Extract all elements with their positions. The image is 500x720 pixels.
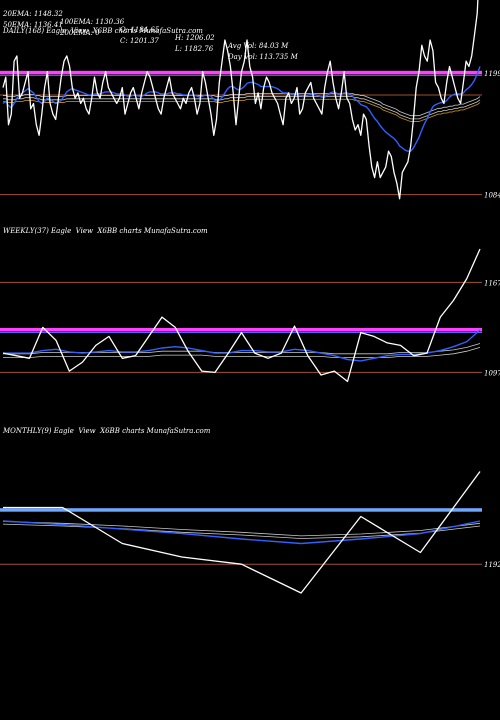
header-low: L: 1182.76 [175,45,214,53]
header-day-vol: Day Vol: 113.735 M [228,53,298,61]
daily-ema-slow-lower-line [3,96,481,120]
daily-tick-label-1: 1084 [484,192,500,200]
daily-ema-brown-line [3,98,481,122]
header-ema50: 50EMA: 1136.41 [3,21,63,29]
weekly-panel-label: WEEKLY(37) Eagle View X6BB charts Munafa… [3,227,208,235]
monthly-panel-label: MONTHLY(9) Eagle View X6BB charts Munafa… [3,427,211,435]
weekly-ema-slow-lower-line [3,347,481,359]
weekly-price-line [2,248,481,383]
header-ema20: 20EMA: 1148.32 [3,10,63,18]
header-row-2: 50EMA: 1136.41 200EMA: 0 C: 1201.37 L: 1… [3,13,298,61]
header-ema100: 100EMA: 1130.36 [60,18,125,26]
daily-ema-slow-upper-line [3,93,481,117]
daily-price-line [2,0,479,200]
daily-tick-label-0: 1199 [484,70,500,78]
monthly-ema-slow-lower-line [2,523,481,539]
header-avg-vol: Avg Vol: 84.03 M [228,42,289,50]
monthly-blue-band [0,508,482,512]
weekly-ema-fast-line [3,329,481,362]
header-row-1: 20EMA: 1148.32 100EMA: 1130.36 O: 1184.6… [3,2,288,50]
monthly-ema-fast-line [2,520,481,545]
monthly-ema-slow-upper-line [2,521,481,537]
weekly-magenta-band [0,328,482,332]
daily-panel-label: DAILY(168) Eagle View X6BB charts Munafa… [3,27,203,35]
weekly-tick-label-0: 1167 [484,279,500,287]
daily-ema-fast-line [2,66,481,152]
header-close: C: 1201.37 [120,37,159,45]
header-ema200: 200EMA: 0 [60,29,100,37]
monthly-price-line [3,471,481,594]
header-high: H: 1206.02 [175,34,215,42]
weekly-tick-label-1: 1097 [484,369,500,377]
monthly-tick-label-0: 1192 [484,561,500,569]
header-open: O: 1184.65 [120,26,160,34]
